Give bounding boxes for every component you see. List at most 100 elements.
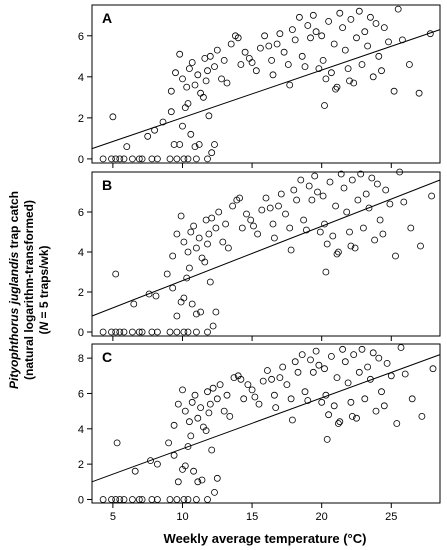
y-tick-label: 6 <box>78 207 84 219</box>
data-point <box>347 398 355 406</box>
data-point <box>332 85 340 93</box>
data-point <box>346 77 353 85</box>
data-point <box>170 141 178 148</box>
data-point <box>206 52 214 60</box>
data-point <box>148 155 156 163</box>
data-point <box>276 30 284 38</box>
data-point <box>304 22 312 29</box>
data-point <box>386 200 394 208</box>
data-point <box>269 220 277 228</box>
data-point <box>184 496 192 503</box>
data-point <box>227 40 235 48</box>
data-point <box>153 155 161 163</box>
data-point <box>192 310 200 318</box>
data-point <box>198 254 206 262</box>
data-point <box>215 208 223 216</box>
data-point <box>213 474 221 482</box>
data-point <box>293 196 301 204</box>
data-point <box>307 356 314 364</box>
data-point <box>337 170 345 178</box>
y-tick-label: 6 <box>78 31 84 43</box>
data-point <box>185 65 193 72</box>
data-point <box>153 328 161 336</box>
data-point <box>288 26 296 34</box>
data-point <box>298 351 306 359</box>
data-point <box>211 141 218 148</box>
panel-a: A 0 2 4 6 <box>78 4 441 168</box>
data-point <box>173 328 181 336</box>
data-point <box>400 198 408 206</box>
data-point <box>191 143 199 151</box>
data-point <box>213 46 221 54</box>
data-point <box>323 435 331 443</box>
data-point <box>113 439 121 447</box>
data-point <box>353 34 360 42</box>
panels-group: A 0 2 4 6 B 0 2 4 6 C 0 2 4 6 8 5 10 15 20 25 <box>78 4 441 523</box>
data-point <box>108 328 115 336</box>
data-point <box>354 196 362 204</box>
data-point <box>330 402 338 410</box>
data-point <box>291 358 299 366</box>
data-point <box>323 240 331 248</box>
data-point <box>179 386 186 394</box>
data-point <box>308 196 316 204</box>
data-point <box>350 79 358 87</box>
data-point <box>344 379 352 387</box>
data-point <box>148 496 156 503</box>
data-point <box>166 328 174 336</box>
data-point <box>297 176 305 184</box>
data-point <box>429 365 437 373</box>
regression-line <box>91 179 441 317</box>
data-point <box>359 224 367 232</box>
regression-line <box>91 29 441 150</box>
data-point <box>341 358 349 366</box>
data-point <box>393 420 401 427</box>
data-point <box>394 5 402 13</box>
data-point <box>148 328 156 336</box>
data-point <box>237 375 245 383</box>
data-point <box>197 89 205 97</box>
data-point <box>305 182 313 190</box>
data-point <box>380 402 388 410</box>
panel-c: C 0 2 4 6 8 5 10 15 20 25 <box>78 343 441 523</box>
data-point <box>295 13 303 21</box>
data-point <box>169 252 177 260</box>
data-point <box>364 42 372 50</box>
data-point <box>358 61 366 68</box>
data-point <box>128 155 136 163</box>
data-point <box>152 292 160 300</box>
data-point <box>216 381 224 389</box>
data-point <box>286 81 294 89</box>
data-point <box>138 328 146 336</box>
data-point <box>336 9 344 17</box>
data-point <box>130 300 138 308</box>
data-point <box>222 220 230 228</box>
data-point <box>362 190 370 198</box>
x-tick-label: 15 <box>246 511 258 523</box>
data-point <box>195 234 203 242</box>
data-point <box>197 404 205 412</box>
data-point <box>170 421 178 429</box>
data-point <box>190 467 198 475</box>
data-point <box>258 206 266 214</box>
data-point <box>184 443 192 450</box>
data-point <box>204 240 211 248</box>
data-point <box>301 63 309 70</box>
y-tick-label: 8 <box>78 353 84 365</box>
data-point <box>341 46 349 54</box>
data-point <box>179 75 186 83</box>
data-point <box>325 411 333 419</box>
data-point <box>309 11 317 19</box>
data-point <box>321 365 328 373</box>
y-axis-label-traps: = 5 traps/wk) <box>37 245 51 321</box>
data-point <box>195 141 203 148</box>
y-tick-label: 0 <box>78 154 84 166</box>
data-point <box>112 270 120 278</box>
data-point <box>304 397 312 404</box>
data-point <box>385 38 392 46</box>
data-point <box>199 423 207 431</box>
data-point <box>268 57 276 64</box>
data-point <box>190 222 198 230</box>
data-point <box>187 228 195 236</box>
